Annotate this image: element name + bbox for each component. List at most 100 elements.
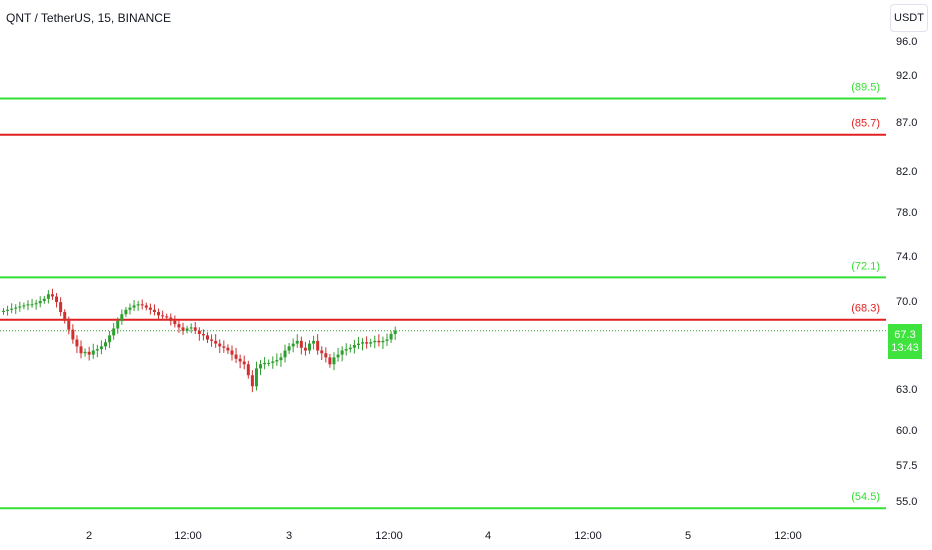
candle-body — [83, 351, 87, 354]
candle-body — [104, 342, 107, 347]
level-label: (54.5) — [851, 491, 880, 503]
candle-body — [55, 296, 59, 303]
y-tick-label: 87.0 — [896, 117, 917, 129]
candle-body — [67, 320, 71, 330]
candle-body — [328, 357, 332, 365]
candle-body — [181, 327, 185, 331]
candle-body — [99, 346, 103, 350]
candle-body — [144, 305, 148, 308]
candle-body — [79, 346, 83, 354]
time-axis: 2 12:00 3 12:00 4 12:00 5 12:00 — [86, 530, 802, 542]
currency-button[interactable]: USDT — [890, 4, 928, 32]
candle-body — [128, 307, 132, 310]
price-axis: 55.057.560.063.067.070.074.078.082.087.0… — [896, 36, 917, 508]
price-levels: (89.5) (85.7) (72.1) (68.3) (54.5) — [0, 82, 886, 510]
candle-body — [152, 309, 156, 312]
y-tick-label: 78.0 — [896, 207, 917, 219]
x-tick-label: 5 — [685, 530, 691, 542]
y-tick-label: 70.0 — [896, 296, 917, 308]
candle-body — [59, 302, 63, 312]
x-tick-label: 12:00 — [774, 530, 802, 542]
candle-body — [136, 304, 140, 306]
candle-body — [279, 357, 283, 361]
level-label: (89.5) — [851, 82, 880, 94]
candle-body — [336, 354, 340, 358]
y-tick-label: 63.0 — [896, 384, 917, 396]
y-tick-label: 82.0 — [896, 166, 917, 178]
candle-body — [173, 320, 177, 325]
candle-body — [234, 354, 238, 359]
last-price-value: 67.3 — [894, 328, 916, 341]
y-tick-label: 96.0 — [896, 36, 917, 48]
candle-body — [263, 362, 267, 365]
candle-body — [201, 334, 205, 336]
candle-body — [14, 307, 18, 309]
candle-body — [377, 340, 381, 343]
candle-body — [308, 343, 311, 351]
candle-body — [246, 364, 250, 376]
candle-body — [189, 327, 193, 329]
candle-body — [38, 301, 42, 304]
last-price-badge: 67.3 13:43 — [888, 324, 922, 359]
candle-body — [222, 346, 226, 348]
candle-body — [393, 330, 397, 334]
candle-body — [148, 307, 152, 310]
candle-body — [352, 345, 356, 348]
candle-body — [356, 343, 360, 345]
candle-body — [320, 350, 324, 354]
candle-body — [324, 353, 328, 358]
candle-body — [46, 294, 50, 299]
candle-body — [299, 340, 303, 348]
candle-body — [316, 340, 320, 351]
level-label: (68.3) — [851, 303, 880, 315]
candle-body — [230, 350, 234, 355]
candle-body — [214, 340, 218, 344]
candle-body — [22, 305, 26, 307]
candles — [2, 288, 397, 393]
candle-body — [132, 305, 136, 308]
candle-body — [238, 358, 242, 362]
symbol-title: QNT / TetherUS, 15, BINANCE — [6, 11, 171, 25]
x-tick-label: 12:00 — [375, 530, 403, 542]
candle-body — [348, 347, 352, 350]
candle-body — [197, 330, 201, 334]
candle-body — [112, 328, 116, 336]
candle-body — [295, 340, 299, 344]
candle-body — [30, 304, 34, 306]
candle-body — [250, 375, 254, 387]
y-tick-label: 57.5 — [896, 460, 917, 472]
candle-body — [157, 312, 161, 316]
x-tick-label: 12:00 — [174, 530, 202, 542]
candle-body — [373, 340, 377, 343]
candle-body — [226, 347, 230, 351]
level-label: (72.1) — [851, 260, 880, 272]
candle-body — [267, 362, 271, 364]
x-tick-label: 2 — [86, 530, 92, 542]
x-tick-label: 3 — [286, 530, 292, 542]
y-tick-label: 92.0 — [896, 70, 917, 82]
candle-body — [2, 310, 5, 312]
candle-body — [10, 308, 14, 310]
x-tick-label: 4 — [485, 530, 491, 542]
candle-body — [185, 328, 189, 331]
candle-body — [120, 314, 124, 321]
candle-body — [169, 317, 173, 321]
bar-countdown: 13:43 — [891, 341, 919, 354]
candle-body — [63, 312, 67, 321]
candle-body — [254, 368, 258, 387]
candle-body — [275, 360, 279, 362]
candle-body — [42, 298, 46, 301]
x-tick-label: 12:00 — [574, 530, 602, 542]
candle-body — [116, 320, 120, 329]
level-label: (85.7) — [851, 118, 880, 130]
candle-body — [365, 342, 369, 344]
candle-body — [108, 335, 112, 343]
candle-body — [161, 315, 165, 317]
y-tick-label: 60.0 — [896, 425, 917, 437]
candle-body — [303, 347, 307, 351]
candle-body — [271, 361, 275, 363]
candle-body — [259, 364, 263, 369]
candle-body — [385, 339, 389, 341]
candle-body — [177, 324, 181, 328]
